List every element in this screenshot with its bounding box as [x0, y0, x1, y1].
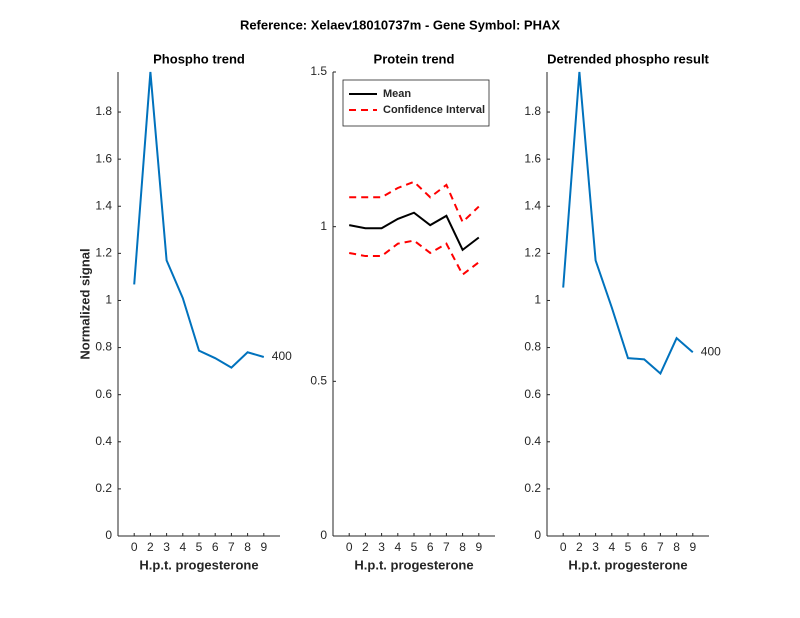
x-tick-label: 4	[179, 540, 186, 554]
legend-label: Confidence Interval	[383, 104, 485, 116]
legend-label: Mean	[383, 88, 411, 100]
subplot-title: Detrended phospho result	[547, 51, 709, 66]
x-tick-label: 5	[411, 540, 418, 554]
y-tick-label: 0.6	[524, 387, 541, 401]
x-tick-label: 8	[459, 540, 466, 554]
series-line	[349, 239, 480, 277]
annotation: 400	[701, 344, 721, 358]
x-tick-label: 5	[196, 540, 203, 554]
x-tick-label: 2	[147, 540, 154, 554]
x-tick-label: 0	[560, 540, 567, 554]
series-line	[349, 211, 480, 252]
subplot-title: Protein trend	[374, 51, 455, 66]
legend-box	[342, 79, 490, 127]
y-tick-label: 1	[320, 219, 327, 233]
y-tick-label: 1	[105, 293, 112, 307]
y-tick-label: 1.2	[524, 246, 541, 260]
series-line	[133, 71, 265, 369]
x-axis-label: H.p.t. progesterone	[139, 557, 258, 572]
x-tick-label: 2	[362, 540, 369, 554]
y-tick-label: 1.6	[524, 151, 541, 165]
y-tick-label: 1.4	[524, 198, 541, 212]
x-tick-label: 3	[378, 540, 385, 554]
x-axis-label: H.p.t. progesterone	[568, 557, 687, 572]
x-tick-label: 3	[163, 540, 170, 554]
y-tick-label: 0.5	[310, 374, 327, 388]
x-tick-label: 7	[657, 540, 664, 554]
y-tick-label: 0.8	[95, 340, 112, 354]
x-tick-label: 3	[592, 540, 599, 554]
y-tick-label: 0.8	[524, 340, 541, 354]
x-tick-label: 8	[244, 540, 251, 554]
y-tick-label: 0.6	[95, 387, 112, 401]
x-tick-label: 9	[475, 540, 482, 554]
x-tick-label: 6	[641, 540, 648, 554]
y-tick-label: 1	[534, 293, 541, 307]
y-tick-label: 1.4	[95, 198, 112, 212]
y-tick-label: 0.4	[95, 434, 112, 448]
x-tick-label: 4	[394, 540, 401, 554]
x-axis-label: H.p.t. progesterone	[354, 557, 473, 572]
x-tick-label: 2	[576, 540, 583, 554]
x-tick-label: 0	[346, 540, 353, 554]
y-tick-label: 0	[105, 528, 112, 542]
x-tick-label: 9	[689, 540, 696, 554]
y-axis-label: Normalized signal	[77, 248, 92, 359]
y-tick-label: 1.8	[95, 104, 112, 118]
x-tick-label: 5	[625, 540, 632, 554]
series-line	[349, 180, 480, 224]
x-tick-label: 8	[673, 540, 680, 554]
figure-title: Reference: Xelaev18010737m - Gene Symbol…	[240, 17, 560, 32]
annotation: 400	[272, 349, 292, 363]
subplot-title: Phospho trend	[153, 51, 245, 66]
x-tick-label: 7	[228, 540, 235, 554]
y-tick-label: 0.2	[524, 481, 541, 495]
x-tick-label: 6	[212, 540, 219, 554]
y-tick-label: 1.2	[95, 246, 112, 260]
y-tick-label: 0	[320, 528, 327, 542]
series-line	[562, 71, 694, 376]
y-tick-label: 0	[534, 528, 541, 542]
x-tick-label: 7	[443, 540, 450, 554]
y-tick-label: 0.2	[95, 481, 112, 495]
y-tick-label: 1.8	[524, 104, 541, 118]
y-tick-label: 0.4	[524, 434, 541, 448]
y-tick-label: 1.6	[95, 151, 112, 165]
x-tick-label: 4	[608, 540, 615, 554]
x-tick-label: 6	[427, 540, 434, 554]
y-tick-label: 1.5	[310, 64, 327, 78]
x-tick-label: 9	[260, 540, 267, 554]
x-tick-label: 0	[131, 540, 138, 554]
